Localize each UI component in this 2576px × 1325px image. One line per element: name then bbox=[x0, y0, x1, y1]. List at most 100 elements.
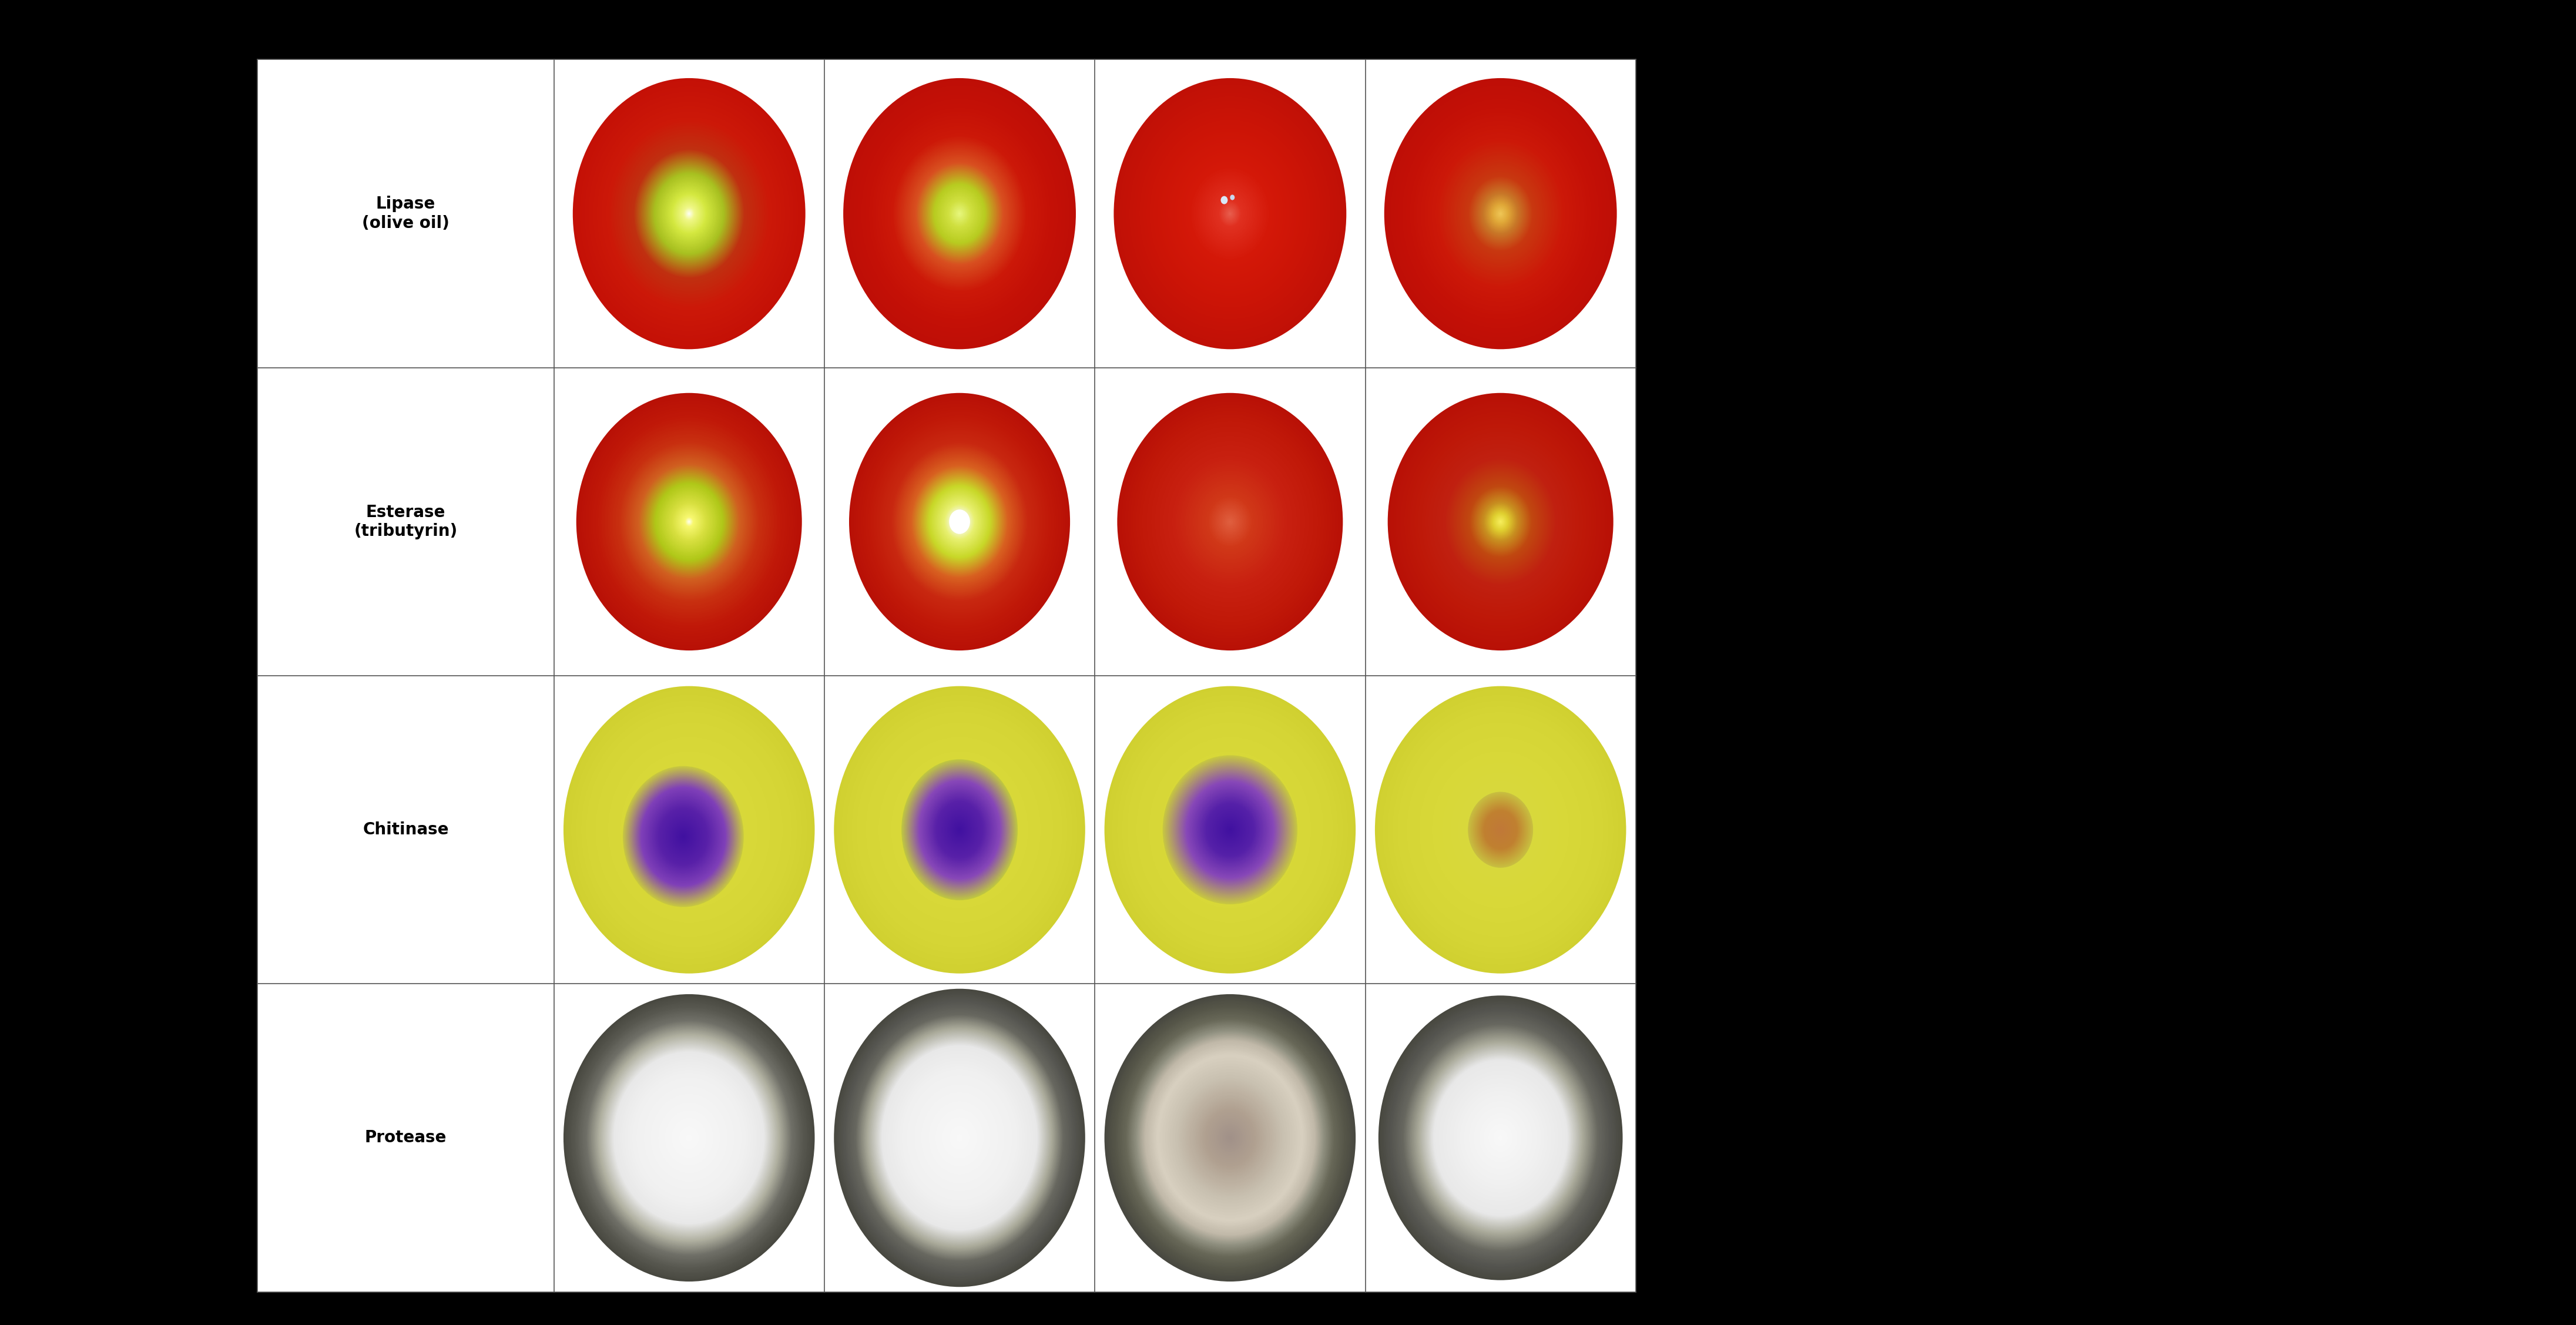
Ellipse shape bbox=[909, 464, 1010, 579]
Ellipse shape bbox=[1414, 114, 1587, 313]
Ellipse shape bbox=[935, 1110, 984, 1166]
Ellipse shape bbox=[1216, 505, 1244, 538]
Ellipse shape bbox=[672, 502, 706, 542]
Ellipse shape bbox=[616, 127, 762, 299]
Ellipse shape bbox=[953, 515, 966, 527]
Ellipse shape bbox=[1437, 1063, 1564, 1212]
Ellipse shape bbox=[1175, 150, 1285, 278]
Ellipse shape bbox=[1484, 811, 1517, 848]
Ellipse shape bbox=[1435, 448, 1566, 595]
Ellipse shape bbox=[1175, 768, 1285, 890]
Ellipse shape bbox=[958, 1134, 961, 1141]
Ellipse shape bbox=[878, 735, 1041, 924]
Ellipse shape bbox=[585, 1019, 793, 1256]
Ellipse shape bbox=[912, 771, 1007, 888]
Ellipse shape bbox=[1167, 759, 1293, 901]
Ellipse shape bbox=[1136, 1031, 1324, 1245]
Ellipse shape bbox=[1221, 820, 1239, 840]
Ellipse shape bbox=[940, 1116, 979, 1159]
Ellipse shape bbox=[636, 782, 732, 892]
Ellipse shape bbox=[1499, 519, 1502, 525]
Ellipse shape bbox=[1154, 126, 1306, 301]
Ellipse shape bbox=[592, 719, 786, 939]
Ellipse shape bbox=[649, 796, 719, 877]
Ellipse shape bbox=[580, 1012, 799, 1263]
Ellipse shape bbox=[1185, 1085, 1275, 1191]
Ellipse shape bbox=[930, 795, 989, 865]
Ellipse shape bbox=[1151, 431, 1309, 612]
Ellipse shape bbox=[657, 484, 721, 559]
Ellipse shape bbox=[938, 804, 981, 855]
Ellipse shape bbox=[1198, 1101, 1262, 1175]
Ellipse shape bbox=[933, 800, 987, 860]
Ellipse shape bbox=[935, 187, 984, 241]
Ellipse shape bbox=[639, 772, 739, 888]
Ellipse shape bbox=[1167, 142, 1293, 286]
Ellipse shape bbox=[1473, 796, 1528, 863]
Ellipse shape bbox=[1497, 824, 1504, 835]
Ellipse shape bbox=[670, 1116, 708, 1159]
Ellipse shape bbox=[1113, 696, 1347, 963]
Ellipse shape bbox=[1218, 818, 1242, 841]
Ellipse shape bbox=[1211, 191, 1249, 236]
Ellipse shape bbox=[1409, 107, 1592, 321]
Ellipse shape bbox=[1463, 480, 1538, 563]
Ellipse shape bbox=[1126, 91, 1334, 335]
Ellipse shape bbox=[935, 800, 984, 860]
Ellipse shape bbox=[616, 745, 762, 916]
Ellipse shape bbox=[582, 708, 796, 951]
Ellipse shape bbox=[667, 189, 711, 238]
Ellipse shape bbox=[1154, 743, 1306, 916]
Ellipse shape bbox=[1401, 98, 1600, 330]
Ellipse shape bbox=[1394, 708, 1607, 951]
Ellipse shape bbox=[1388, 85, 1613, 343]
Ellipse shape bbox=[634, 767, 744, 892]
Ellipse shape bbox=[914, 776, 1005, 884]
Ellipse shape bbox=[1499, 828, 1502, 832]
Ellipse shape bbox=[1473, 799, 1528, 861]
Ellipse shape bbox=[1128, 1023, 1332, 1253]
Ellipse shape bbox=[889, 747, 1030, 912]
Ellipse shape bbox=[1105, 994, 1355, 1281]
Ellipse shape bbox=[1164, 1063, 1296, 1214]
Ellipse shape bbox=[907, 1075, 1012, 1200]
Ellipse shape bbox=[1435, 757, 1566, 904]
Ellipse shape bbox=[920, 474, 999, 568]
Ellipse shape bbox=[1175, 458, 1285, 586]
Ellipse shape bbox=[582, 400, 796, 643]
Ellipse shape bbox=[871, 1032, 1048, 1243]
Ellipse shape bbox=[1175, 766, 1285, 894]
Ellipse shape bbox=[1224, 1132, 1236, 1145]
Ellipse shape bbox=[1479, 804, 1522, 855]
Ellipse shape bbox=[1378, 689, 1623, 971]
Ellipse shape bbox=[1151, 1049, 1309, 1227]
Ellipse shape bbox=[680, 832, 688, 841]
Ellipse shape bbox=[1494, 207, 1507, 220]
Ellipse shape bbox=[848, 701, 1072, 958]
Ellipse shape bbox=[1180, 774, 1280, 886]
Ellipse shape bbox=[1206, 187, 1255, 241]
Ellipse shape bbox=[1164, 758, 1296, 901]
Ellipse shape bbox=[1206, 1109, 1255, 1166]
Ellipse shape bbox=[863, 718, 1056, 941]
Ellipse shape bbox=[680, 819, 698, 840]
Ellipse shape bbox=[1198, 792, 1262, 867]
Ellipse shape bbox=[1499, 1136, 1502, 1141]
Ellipse shape bbox=[1118, 395, 1342, 649]
Ellipse shape bbox=[582, 706, 796, 954]
Ellipse shape bbox=[1484, 1118, 1517, 1157]
Ellipse shape bbox=[1195, 791, 1265, 868]
Ellipse shape bbox=[1172, 763, 1288, 896]
Ellipse shape bbox=[953, 207, 966, 221]
Ellipse shape bbox=[1221, 511, 1239, 533]
Ellipse shape bbox=[902, 144, 1018, 282]
Ellipse shape bbox=[907, 767, 1012, 892]
Ellipse shape bbox=[577, 394, 801, 649]
Ellipse shape bbox=[1443, 765, 1558, 894]
Ellipse shape bbox=[675, 827, 690, 845]
Ellipse shape bbox=[1224, 1129, 1236, 1146]
Ellipse shape bbox=[938, 498, 981, 546]
Ellipse shape bbox=[1399, 1019, 1602, 1256]
Ellipse shape bbox=[564, 686, 814, 974]
Ellipse shape bbox=[1427, 440, 1574, 604]
